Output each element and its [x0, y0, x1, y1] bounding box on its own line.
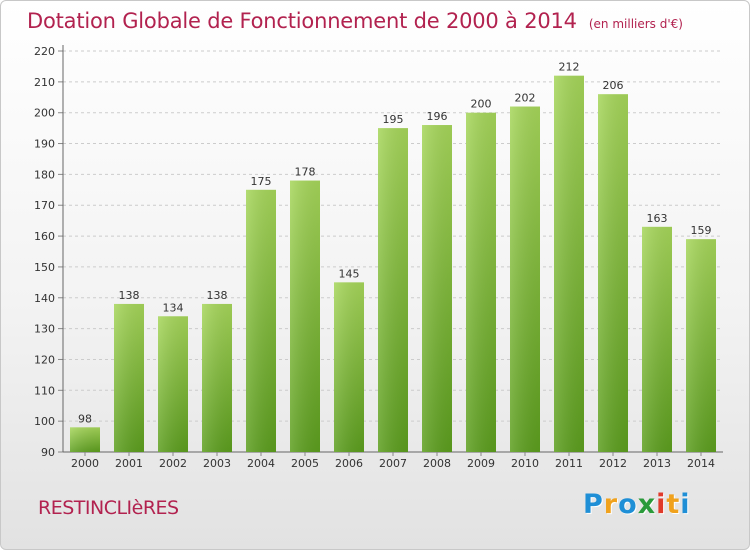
bar-shade-2010 — [510, 106, 540, 453]
data-label: 206 — [603, 79, 624, 92]
y-tick-label: 110 — [34, 384, 55, 397]
x-tick-label: 2014 — [687, 457, 715, 470]
x-tick-label: 2013 — [643, 457, 671, 470]
y-tick-label: 220 — [34, 45, 55, 58]
x-tick-label: 2004 — [247, 457, 275, 470]
data-label: 202 — [515, 92, 536, 105]
chart-subtitle: (en milliers d'€) — [588, 17, 683, 31]
y-tick-label: 100 — [34, 415, 55, 428]
y-tick-label: 90 — [41, 446, 55, 459]
bar-shade-2013 — [642, 226, 672, 452]
bar-shade-2012 — [598, 94, 628, 452]
bar-shade-2008 — [422, 125, 452, 453]
bar-shade-2007 — [378, 128, 408, 452]
y-tick-label: 140 — [34, 292, 55, 305]
bar-shade-2002 — [158, 316, 188, 452]
bar-shade-2011 — [554, 75, 584, 452]
x-tick-label: 2011 — [555, 457, 583, 470]
y-tick-label: 180 — [34, 168, 55, 181]
data-label: 200 — [471, 98, 492, 111]
data-label: 196 — [427, 110, 448, 123]
x-tick-label: 2000 — [71, 457, 99, 470]
data-label: 175 — [251, 175, 272, 188]
x-tick-label: 2003 — [203, 457, 231, 470]
bar-shade-2000 — [70, 427, 100, 452]
data-label: 145 — [339, 267, 360, 280]
x-tick-label: 2005 — [291, 457, 319, 470]
bar-shade-2005 — [290, 180, 320, 453]
bar-shade-2009 — [466, 112, 496, 452]
y-tick-label: 170 — [34, 199, 55, 212]
y-tick-label: 210 — [34, 76, 55, 89]
data-label: 195 — [383, 113, 404, 126]
x-tick-label: 2012 — [599, 457, 627, 470]
y-tick-label: 160 — [34, 230, 55, 243]
x-tick-label: 2010 — [511, 457, 539, 470]
x-tick-label: 2009 — [467, 457, 495, 470]
data-label: 98 — [78, 412, 92, 425]
bar-shade-2001 — [114, 303, 144, 452]
data-label: 178 — [295, 166, 316, 179]
x-tick-label: 2002 — [159, 457, 187, 470]
y-tick-label: 150 — [34, 261, 55, 274]
data-label: 134 — [163, 301, 184, 314]
data-label: 138 — [119, 289, 140, 302]
data-label: 163 — [647, 212, 668, 225]
y-tick-label: 190 — [34, 138, 55, 151]
y-tick-label: 120 — [34, 353, 55, 366]
data-label: 138 — [207, 289, 228, 302]
data-label: 159 — [691, 224, 712, 237]
bar-shade-2006 — [334, 282, 364, 452]
x-tick-label: 2007 — [379, 457, 407, 470]
bar-shade-2014 — [686, 239, 716, 452]
y-tick-label: 130 — [34, 323, 55, 336]
bar-shade-2004 — [246, 189, 276, 453]
x-tick-label: 2006 — [335, 457, 363, 470]
x-tick-label: 2001 — [115, 457, 143, 470]
y-tick-label: 200 — [34, 107, 55, 120]
chart-title: Dotation Globale de Fonctionnement de 20… — [27, 9, 683, 33]
bar-shade-2003 — [202, 303, 232, 452]
chart-title-text: Dotation Globale de Fonctionnement de 20… — [27, 9, 577, 33]
commune-name: RESTINCLIèRES — [38, 497, 179, 519]
proxiti-logo: Proxiti — [583, 489, 691, 520]
data-label: 212 — [559, 61, 580, 74]
x-tick-label: 2008 — [423, 457, 451, 470]
